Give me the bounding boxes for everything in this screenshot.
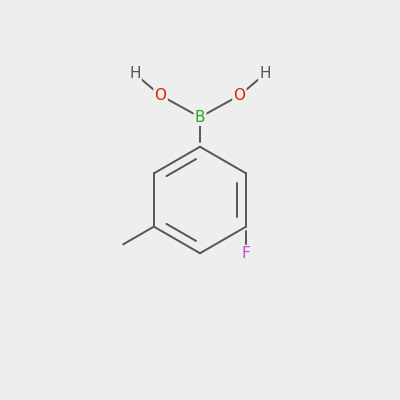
Text: H: H	[129, 66, 141, 81]
Text: F: F	[242, 246, 250, 261]
Text: H: H	[259, 66, 271, 81]
Text: O: O	[234, 88, 246, 103]
Text: B: B	[195, 110, 205, 125]
Text: O: O	[154, 88, 166, 103]
